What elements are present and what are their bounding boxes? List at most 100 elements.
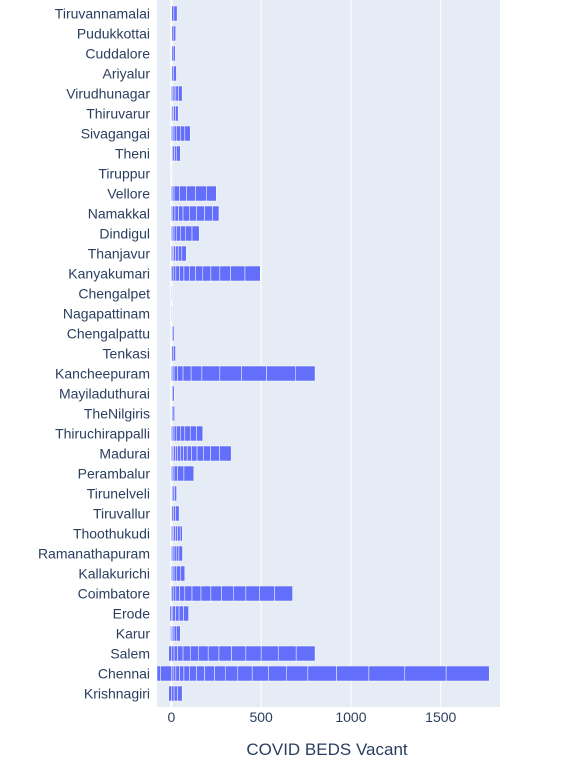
bar-segment	[207, 645, 220, 662]
bar-segment	[173, 525, 176, 542]
bar-segment	[189, 205, 197, 222]
y-tick-label: Vellore	[107, 186, 150, 202]
bar-segment	[172, 365, 175, 382]
bar-segment	[175, 85, 179, 102]
bar-segment	[171, 305, 173, 322]
bar-segment	[181, 245, 187, 262]
bar-segment	[175, 605, 180, 622]
bar-segment	[173, 185, 180, 202]
bar-segment	[202, 265, 212, 282]
bar-segment	[189, 645, 199, 662]
bar-segment	[178, 85, 183, 102]
bar-segment	[295, 365, 316, 382]
y-axis-labels: Tiruvannamalai Pudukkottai Cuddalore Ariyal…	[38, 6, 150, 702]
bar-segment	[183, 665, 190, 682]
y-tick-label: Theni	[115, 146, 150, 162]
bar-segment	[180, 125, 186, 142]
bar-segment	[244, 265, 261, 282]
y-tick-label: Tiruppur	[98, 166, 150, 182]
bar-segment	[172, 385, 175, 402]
y-tick-label: Sivagangai	[81, 126, 150, 142]
bar-segment	[183, 265, 190, 282]
bar-segment	[172, 665, 177, 682]
y-tick-label: Kanyakumari	[68, 266, 150, 282]
bar-segment	[171, 665, 174, 682]
y-tick-label: Krishnagiri	[84, 686, 150, 702]
bar-segment	[445, 665, 490, 682]
bar-segment	[177, 645, 184, 662]
bar-segment	[172, 585, 177, 602]
bar-segment	[172, 85, 175, 102]
bar-segment	[175, 505, 180, 522]
x-axis-title: COVID BEDS Vacant	[246, 740, 408, 759]
bar-segment	[224, 665, 239, 682]
bar-segment	[172, 565, 175, 582]
bar-segment	[173, 85, 177, 102]
x-tick-label: 1500	[425, 709, 456, 725]
bar-segment	[183, 445, 188, 462]
bar-segment	[171, 645, 175, 662]
bar-segment	[195, 265, 204, 282]
bar-segment	[172, 465, 175, 482]
bar-segment	[182, 645, 191, 662]
bar-segment	[295, 645, 316, 662]
y-tick-label: Dindigul	[99, 226, 150, 242]
bar-segment	[175, 105, 179, 122]
bar-segment	[177, 245, 183, 262]
bar-segment	[172, 405, 175, 422]
bar-segment	[200, 585, 212, 602]
bar-segment	[189, 425, 197, 442]
bar-segment	[180, 565, 186, 582]
bar-segment	[212, 205, 220, 222]
bar-segment	[179, 525, 183, 542]
bars	[156, 5, 490, 702]
y-tick-label: Tirunelveli	[87, 486, 150, 502]
bar-segment	[196, 665, 205, 682]
bar-segment	[184, 425, 191, 442]
bar-segment	[259, 585, 275, 602]
bar-segment	[176, 225, 181, 242]
y-tick-label: Virudhunagar	[66, 86, 150, 102]
bar-segment	[277, 645, 297, 662]
bar-segment	[173, 5, 178, 22]
x-tick-label: 500	[249, 709, 273, 725]
bar-segment	[201, 365, 221, 382]
y-tick-label: Madurai	[99, 446, 150, 462]
bar-segment	[182, 365, 192, 382]
bar-segment	[174, 485, 177, 502]
y-tick-label: Namakkal	[88, 206, 150, 222]
bar-segment	[171, 285, 173, 302]
bar-segment	[175, 525, 178, 542]
y-tick-label: Chennai	[98, 666, 150, 682]
bar-segment	[179, 185, 187, 202]
bar-segment	[177, 685, 183, 702]
bar-segment	[180, 425, 186, 442]
bar-segment	[178, 605, 184, 622]
bar-segment	[173, 645, 178, 662]
bar-segment	[172, 425, 175, 442]
bar-segment	[176, 565, 181, 582]
bar-segment	[178, 545, 183, 562]
bar-segment	[219, 445, 232, 462]
bar-segment	[186, 185, 196, 202]
bar-segment	[177, 465, 185, 482]
bar-segment	[173, 425, 178, 442]
bar-segment	[204, 665, 215, 682]
bar-segment	[175, 245, 179, 262]
bar-segment	[179, 265, 185, 282]
bar-segment	[219, 265, 231, 282]
bar-segment	[179, 665, 185, 682]
bar-segment	[368, 665, 406, 682]
bar-segment	[196, 425, 204, 442]
bar-segment	[173, 345, 176, 362]
bar-segment	[172, 145, 175, 162]
bar-segment	[175, 545, 180, 562]
bar-segment	[172, 45, 176, 62]
bar-segment	[172, 225, 175, 242]
bar-segment	[260, 645, 279, 662]
bar-segment	[191, 445, 198, 462]
y-tick-label: Thiruchirappalli	[55, 426, 150, 442]
bar-segment	[176, 125, 181, 142]
bar-segment	[218, 645, 232, 662]
